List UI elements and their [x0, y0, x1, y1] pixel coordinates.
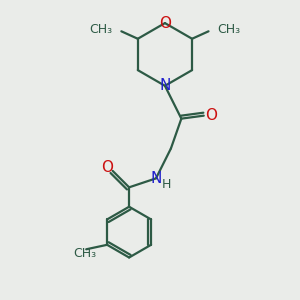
Text: N: N [150, 171, 162, 186]
Text: O: O [101, 160, 113, 175]
Text: H: H [162, 178, 171, 191]
Text: O: O [205, 108, 217, 123]
Text: CH₃: CH₃ [89, 23, 112, 36]
Text: CH₃: CH₃ [73, 247, 96, 260]
Text: N: N [159, 78, 171, 93]
Text: CH₃: CH₃ [218, 23, 241, 36]
Text: O: O [159, 16, 171, 31]
